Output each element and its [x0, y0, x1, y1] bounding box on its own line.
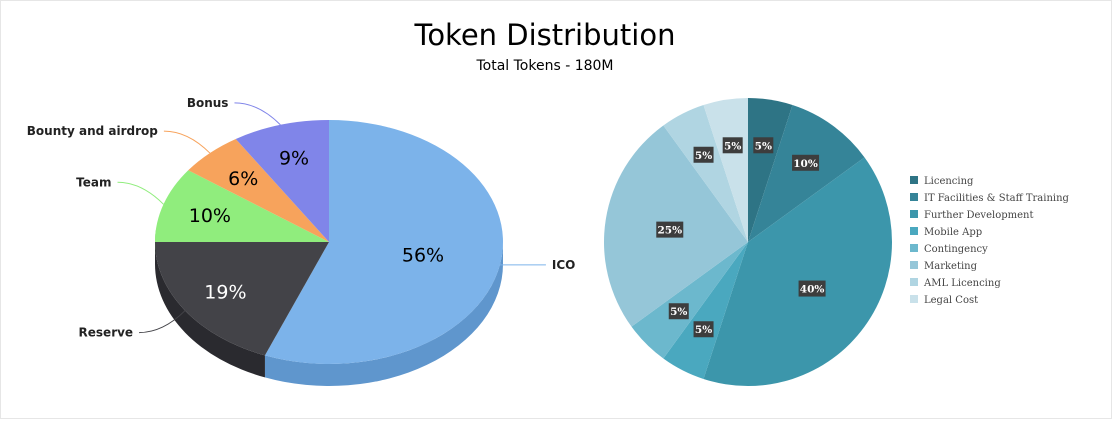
svg-text:5%: 5%	[695, 150, 712, 162]
pie-slice-bounty-and-airdrop[interactable]	[188, 138, 329, 242]
pie-data-label-bounty-and-airdrop: 6%	[228, 168, 258, 190]
pie-data-label-licencing: 5%	[753, 137, 774, 154]
pie-slice-ico[interactable]	[264, 120, 503, 365]
legend-swatch	[910, 295, 918, 303]
pie-category-label-reserve: Reserve	[79, 326, 134, 340]
pie-data-label-team: 10%	[189, 205, 231, 227]
legend-item-licencing[interactable]: Licencing	[910, 176, 974, 187]
pie-data-label-bonus: 9%	[279, 148, 309, 170]
pie-slice-team[interactable]	[155, 170, 329, 242]
pie-category-label-team: Team	[76, 175, 111, 189]
pie-data-label-legal-cost: 5%	[722, 137, 743, 154]
legend-item-contingency[interactable]: Contingency	[910, 244, 988, 255]
pie-slice-legal-cost[interactable]	[703, 98, 748, 242]
pie-side-ico	[264, 242, 503, 387]
pie-category-label-bonus: Bonus	[187, 96, 229, 110]
svg-text:5%: 5%	[755, 140, 772, 152]
pie-data-label-contingency: 5%	[668, 303, 689, 320]
pie-chart-3d: 56% ICO 19% Reserve 10% Team 6% Bounty and aird…	[27, 96, 575, 387]
legend-item-further-development[interactable]: Further Development	[910, 210, 1033, 221]
pie-data-label-marketing: 25%	[656, 221, 684, 238]
chart-title: Token Distribution	[414, 18, 676, 52]
chart-legend: Licencing IT Facilities & Staff Training F…	[910, 176, 1070, 306]
svg-text:5%: 5%	[695, 324, 712, 336]
pie-connector-reserve	[139, 310, 186, 334]
legend-label: Contingency	[924, 244, 988, 255]
legend-swatch	[910, 244, 918, 252]
legend-swatch	[910, 193, 918, 201]
chart-subtitle: Total Tokens - 180M	[475, 58, 613, 74]
legend-swatch	[910, 261, 918, 269]
legend-label: Mobile App	[924, 227, 982, 238]
pie-data-label-further-development: 40%	[798, 280, 826, 297]
legend-item-marketing[interactable]: Marketing	[910, 261, 978, 272]
legend-swatch	[910, 227, 918, 235]
legend-item-it-facilities-and-staff-training[interactable]: IT Facilities & Staff Training	[910, 193, 1070, 204]
pie-side-reserve	[155, 242, 265, 378]
pie-connector-bounty-and-airdrop	[163, 130, 211, 154]
legend-item-legal-cost[interactable]: Legal Cost	[910, 295, 978, 306]
pie-slice-contingency[interactable]	[631, 242, 748, 359]
legend-swatch	[910, 278, 918, 286]
pie-chart-flat: 5% 10% 40% 5% 5% 25% 5% 5%	[603, 98, 893, 387]
legend-label: AML Licencing	[923, 278, 1001, 289]
svg-text:25%: 25%	[657, 225, 682, 237]
pie-data-label-aml-licencing: 5%	[693, 146, 714, 163]
pie-slice-reserve[interactable]	[155, 242, 329, 356]
pie-slice-further-development[interactable]	[703, 157, 893, 387]
svg-text:5%: 5%	[670, 306, 687, 318]
svg-text:40%: 40%	[800, 284, 825, 296]
legend-item-aml-licencing[interactable]: AML Licencing	[910, 278, 1001, 289]
pie-category-label-ico: ICO	[552, 258, 575, 272]
legend-label: Further Development	[924, 210, 1033, 221]
legend-label: Legal Cost	[924, 295, 978, 306]
pie-connector-bonus	[234, 102, 281, 126]
pie-data-label-reserve: 19%	[204, 281, 246, 303]
pie-data-label-ico: 56%	[402, 245, 444, 267]
pie-slice-licencing[interactable]	[748, 98, 793, 242]
legend-label: Marketing	[924, 261, 978, 272]
pie-slice-it-facilities-and-staff-training[interactable]	[748, 105, 865, 243]
legend-swatch	[910, 210, 918, 218]
legend-label: IT Facilities & Staff Training	[924, 193, 1070, 204]
legend-item-mobile-app[interactable]: Mobile App	[910, 227, 982, 238]
pie-slice-bonus[interactable]	[235, 120, 329, 242]
pie-slice-mobile-app[interactable]	[663, 242, 748, 379]
pie-slice-aml-licencing[interactable]	[663, 105, 748, 243]
svg-text:5%: 5%	[724, 140, 741, 152]
svg-text:10%: 10%	[793, 158, 818, 170]
legend-label: Licencing	[924, 176, 974, 187]
pie-category-label-bounty-and-airdrop: Bounty and airdrop	[27, 124, 159, 138]
legend-swatch	[910, 176, 918, 184]
pie-data-label-it-facilities-and-staff-training: 10%	[792, 154, 820, 171]
pie-connector-team	[117, 181, 164, 205]
pie-data-label-mobile-app: 5%	[693, 321, 714, 338]
